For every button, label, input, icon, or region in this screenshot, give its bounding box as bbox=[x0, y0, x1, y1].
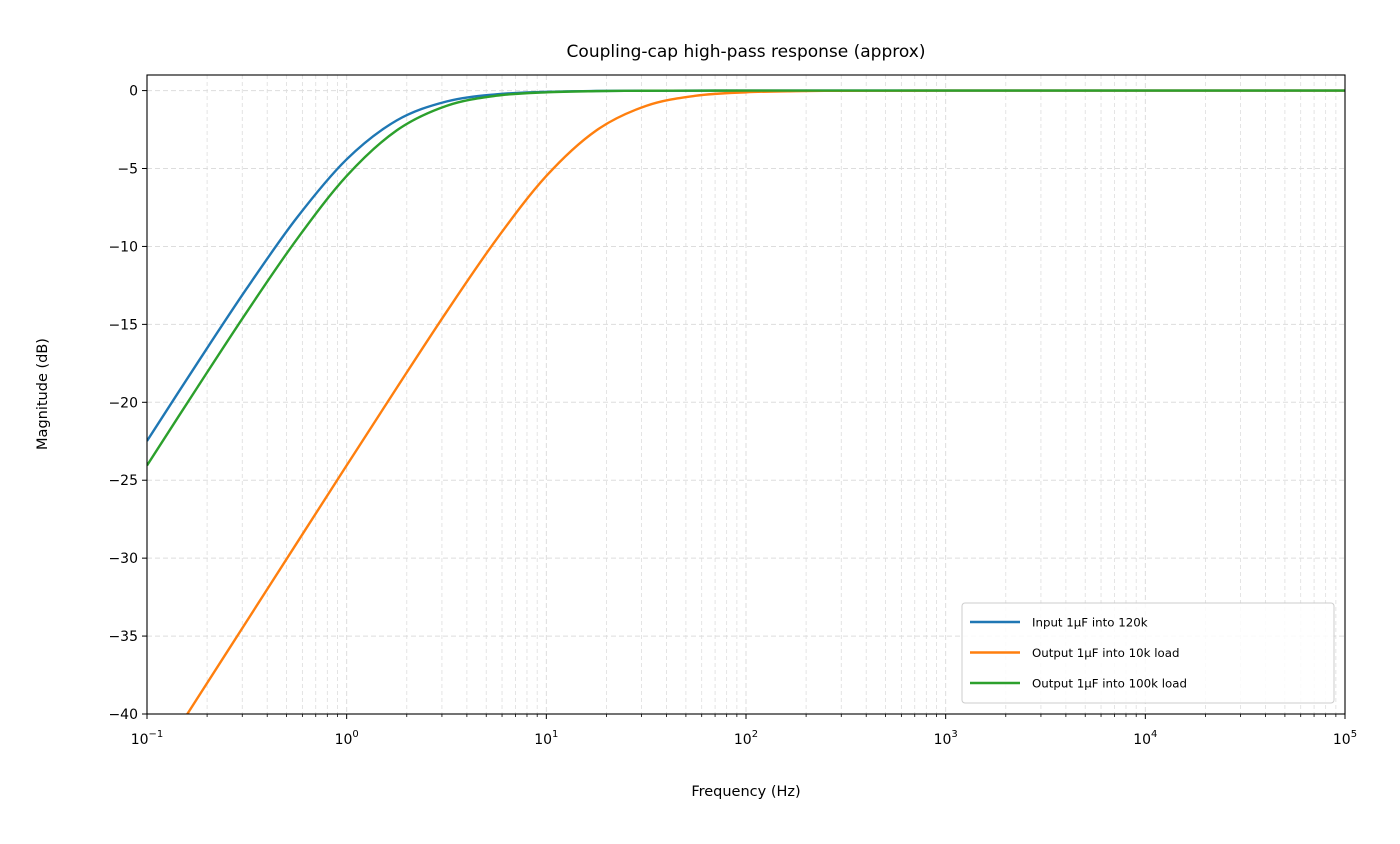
y-tick-label: −35 bbox=[108, 629, 138, 645]
x-tick-exponent: 3 bbox=[951, 729, 957, 740]
x-tick-label: 102 bbox=[734, 729, 758, 748]
x-tick-label: 105 bbox=[1333, 729, 1357, 748]
legend-label: Input 1µF into 120k bbox=[1032, 616, 1148, 630]
legend-label: Output 1µF into 10k load bbox=[1032, 646, 1179, 660]
legend: Input 1µF into 120k Output 1µF into 10k l… bbox=[961, 602, 1335, 704]
x-tick-base: 10 bbox=[335, 732, 353, 748]
legend-box bbox=[961, 602, 1335, 704]
x-tick-base: 10 bbox=[734, 732, 752, 748]
x-tick-label: 104 bbox=[1133, 729, 1157, 748]
x-tick-exponent: 5 bbox=[1351, 729, 1357, 740]
x-tick-base: 10 bbox=[534, 732, 552, 748]
x-tick-label: 100 bbox=[335, 729, 359, 748]
x-tick-exponent: 4 bbox=[1151, 729, 1157, 740]
y-tick-label: −25 bbox=[108, 473, 138, 489]
y-tick-label: −5 bbox=[117, 162, 138, 178]
x-tick-exponent: 0 bbox=[352, 729, 358, 740]
x-tick-exponent: 2 bbox=[752, 729, 758, 740]
chart-title: Coupling-cap high-pass response (approx) bbox=[567, 42, 926, 62]
y-axis-label: Magnitude (dB) bbox=[35, 338, 51, 450]
axis-ticks: 10−1 100 101 102 103 104 1050−5−10−15−20−25−30… bbox=[108, 84, 1357, 748]
y-tick-label: −30 bbox=[108, 551, 138, 567]
legend-label: Output 1µF into 100k load bbox=[1032, 677, 1187, 691]
x-tick-base: 10 bbox=[1333, 732, 1351, 748]
y-tick-label: −40 bbox=[108, 707, 138, 723]
y-tick-label: 0 bbox=[129, 84, 138, 100]
x-tick-label: 10−1 bbox=[131, 729, 164, 748]
x-tick-exponent: −1 bbox=[149, 729, 164, 740]
x-tick-base: 10 bbox=[131, 732, 149, 748]
x-tick-base: 10 bbox=[1133, 732, 1151, 748]
x-tick-label: 103 bbox=[934, 729, 958, 748]
x-tick-base: 10 bbox=[934, 732, 952, 748]
series-lines bbox=[147, 89, 1345, 714]
y-tick-label: −20 bbox=[108, 395, 138, 411]
y-tick-label: −10 bbox=[108, 239, 138, 255]
x-tick-label: 101 bbox=[534, 729, 558, 748]
x-axis-label: Frequency (Hz) bbox=[691, 784, 800, 800]
x-tick-exponent: 1 bbox=[552, 729, 558, 740]
y-tick-label: −15 bbox=[108, 317, 138, 333]
series-line-3 bbox=[147, 89, 1345, 467]
